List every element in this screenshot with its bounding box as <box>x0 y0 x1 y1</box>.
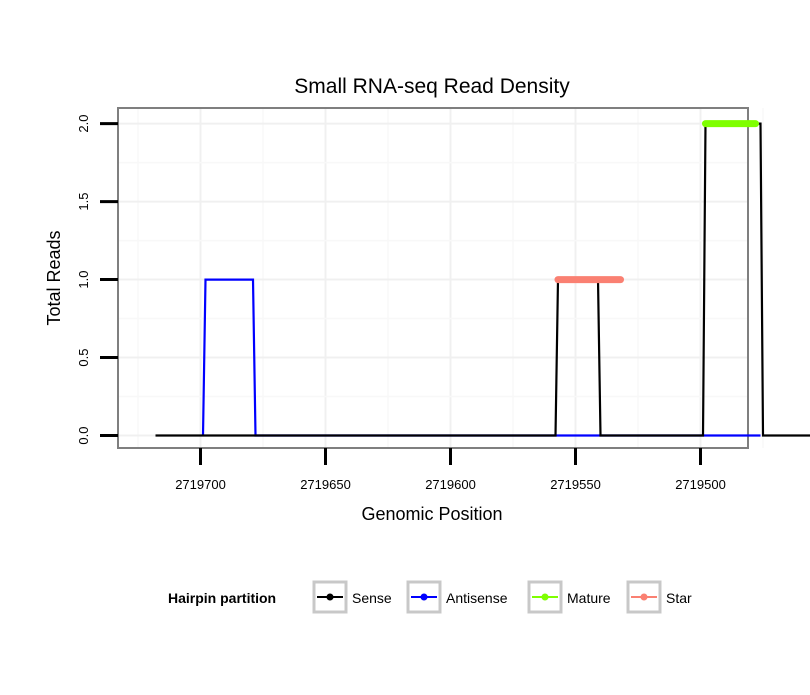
x-axis-label: Genomic Position <box>361 504 502 524</box>
legend-label: Star <box>666 590 692 606</box>
y-tick-label: 1.0 <box>76 271 91 289</box>
x-tick-label: 2719500 <box>675 477 726 492</box>
legend-label: Sense <box>352 590 392 606</box>
legend-key-point <box>641 594 648 601</box>
legend-key-point <box>327 594 334 601</box>
x-tick-label: 2719700 <box>175 477 226 492</box>
x-tick-label: 2719550 <box>550 477 601 492</box>
x-tick-label: 2719600 <box>425 477 476 492</box>
legend-key-point <box>421 594 428 601</box>
y-tick-label: 0.0 <box>76 426 91 444</box>
legend-label: Antisense <box>446 590 508 606</box>
y-tick-label: 2.0 <box>76 115 91 133</box>
y-tick-label: 0.5 <box>76 349 91 367</box>
chart-title: Small RNA-seq Read Density <box>294 75 570 98</box>
x-tick-label: 2719650 <box>300 477 351 492</box>
y-tick-label: 1.5 <box>76 193 91 211</box>
legend-label: Mature <box>567 590 611 606</box>
y-axis-label: Total Reads <box>44 230 64 325</box>
legend-title: Hairpin partition <box>168 590 276 606</box>
legend-key-point <box>542 594 549 601</box>
